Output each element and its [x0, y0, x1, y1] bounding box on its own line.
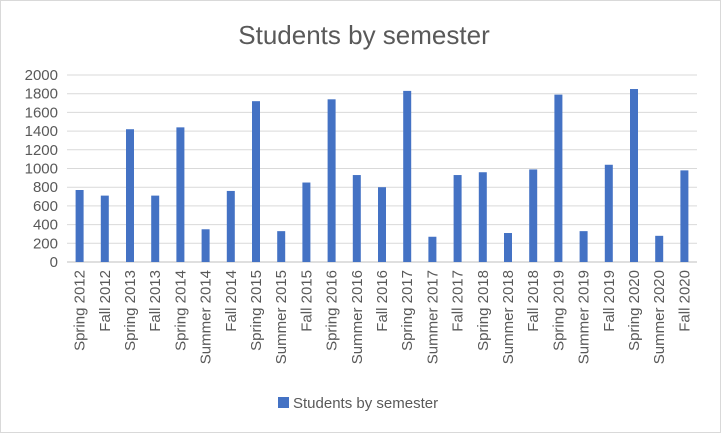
x-tick-label: Fall 2015: [298, 270, 315, 332]
bar: [277, 231, 286, 262]
legend-label: Students by semester: [293, 395, 438, 412]
y-tick-label: 0: [50, 254, 58, 271]
bar: [327, 99, 336, 262]
y-tick-label: 1800: [25, 86, 58, 103]
x-tick-label: Spring 2019: [550, 270, 567, 351]
x-tick-label: Spring 2016: [324, 270, 341, 351]
x-axis-ticks: Spring 2012 Fall 2012 Spring 2013 Fall 2013…: [72, 270, 694, 364]
x-tick-label: Spring 2017: [399, 270, 416, 351]
x-tick-label: Spring 2014: [172, 270, 189, 351]
x-tick-label: Fall 2012: [97, 270, 114, 332]
x-tick-label: Summer 2014: [198, 270, 215, 364]
y-tick-label: 1200: [25, 142, 58, 159]
bar: [680, 170, 689, 262]
bar: [176, 127, 185, 262]
x-tick-label: Spring 2012: [72, 270, 89, 351]
x-tick-label: Fall 2013: [147, 270, 164, 332]
x-tick-label: Spring 2013: [122, 270, 139, 351]
bar: [100, 195, 109, 262]
chart-title: Students by semester: [238, 20, 490, 50]
bar: [504, 233, 512, 262]
x-tick-label: Fall 2019: [601, 270, 618, 332]
bar: [630, 89, 638, 263]
x-tick-label: Summer 2016: [349, 270, 366, 364]
bar: [151, 195, 160, 262]
x-tick-label: Fall 2020: [676, 270, 693, 332]
bar: [453, 175, 462, 262]
bar: [201, 229, 210, 262]
y-tick-label: 1000: [25, 161, 58, 178]
y-tick-label: 2000: [25, 67, 58, 84]
bar: [226, 190, 235, 262]
bar: [403, 90, 412, 263]
bar: [428, 236, 437, 262]
y-tick-label: 800: [33, 179, 58, 196]
bar: [478, 172, 487, 262]
bar: [529, 169, 538, 262]
x-tick-label: Summer 2019: [576, 270, 593, 364]
x-tick-label: Summer 2017: [424, 270, 441, 364]
bar: [352, 175, 361, 262]
bar: [655, 235, 664, 262]
bar: [302, 182, 311, 262]
bar: [126, 129, 134, 262]
y-tick-label: 1600: [25, 104, 58, 121]
bar: [75, 190, 84, 262]
x-tick-label: Spring 2018: [475, 270, 492, 351]
y-tick-label: 600: [33, 198, 58, 215]
x-tick-label: Fall 2014: [223, 270, 240, 332]
bars: [75, 89, 689, 263]
bar: [378, 187, 386, 262]
bar: [604, 164, 613, 262]
y-tick-label: 200: [33, 235, 58, 252]
legend: Students by semester: [278, 395, 438, 412]
x-tick-label: Summer 2018: [500, 270, 517, 364]
x-tick-label: Summer 2020: [651, 270, 668, 364]
y-tick-label: 400: [33, 217, 58, 234]
x-tick-label: Summer 2015: [273, 270, 290, 364]
bar: [554, 94, 563, 262]
bar: [252, 101, 260, 263]
y-tick-label: 1400: [25, 123, 58, 140]
x-tick-label: Spring 2015: [248, 270, 265, 351]
legend-swatch: [278, 397, 289, 408]
x-tick-label: Fall 2018: [525, 270, 542, 332]
bar: [579, 231, 588, 262]
x-tick-label: Fall 2017: [450, 270, 467, 332]
x-tick-label: Spring 2020: [626, 270, 643, 351]
x-tick-label: Fall 2016: [374, 270, 391, 332]
